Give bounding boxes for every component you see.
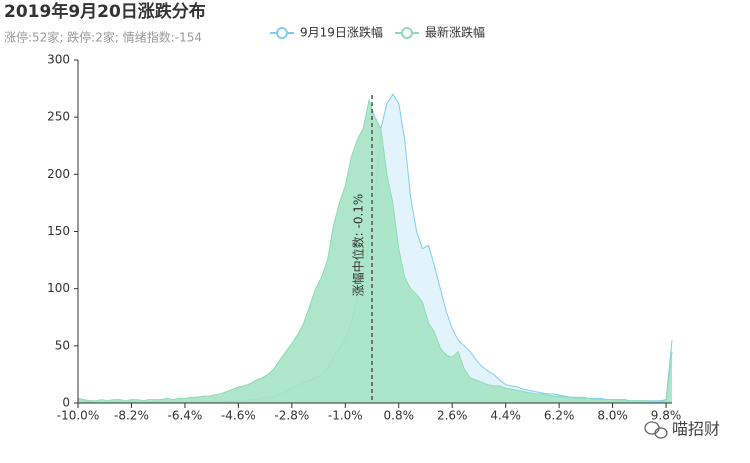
y-tick-label: 100 bbox=[47, 281, 70, 295]
legend-marker bbox=[276, 27, 288, 39]
y-tick-label: 250 bbox=[47, 110, 70, 124]
legend-label: 9月19日涨跌幅 bbox=[300, 25, 383, 40]
chart-subtitle: 涨停:52家; 跌停:2家; 情绪指数:-154 bbox=[4, 30, 202, 45]
x-tick-label: -4.6% bbox=[221, 409, 256, 423]
y-tick-label: 0 bbox=[62, 396, 70, 410]
y-tick-label: 150 bbox=[47, 224, 70, 238]
y-tick-label: 300 bbox=[47, 53, 70, 67]
watermark: 喵招财 bbox=[672, 420, 720, 439]
legend-marker bbox=[401, 27, 413, 39]
line bbox=[77, 98, 673, 403]
y-tick-label: 50 bbox=[55, 338, 70, 352]
watermark-icon bbox=[644, 421, 668, 439]
x-tick-label: -2.8% bbox=[274, 409, 309, 423]
x-tick-label: 2.6% bbox=[437, 409, 468, 423]
legend-label: 最新涨跌幅 bbox=[425, 25, 485, 40]
x-tick-label: -6.4% bbox=[168, 409, 203, 423]
x-tick-label: 6.2% bbox=[544, 409, 575, 423]
area bbox=[78, 100, 672, 403]
chart-title: 2019年9月20日涨跌分布 bbox=[4, 1, 206, 22]
x-tick-label: 4.4% bbox=[490, 409, 521, 423]
y-tick-label: 200 bbox=[47, 167, 70, 181]
x-tick-label: 8.0% bbox=[597, 409, 628, 423]
x-tick-label: 0.8% bbox=[384, 409, 415, 423]
median-label: 涨幅中位数: -0.1% bbox=[351, 194, 366, 297]
x-tick-label: -8.2% bbox=[114, 409, 149, 423]
x-tick-label: 9.8% bbox=[651, 409, 682, 423]
x-tick-label: -10.0% bbox=[57, 409, 99, 423]
x-tick-label: -1.0% bbox=[328, 409, 363, 423]
